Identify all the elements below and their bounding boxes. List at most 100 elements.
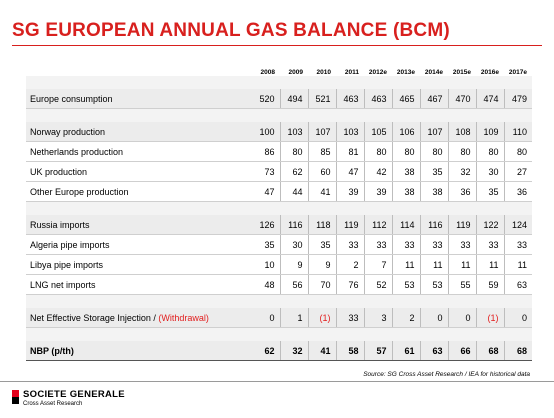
cell-value: 27 — [503, 161, 532, 182]
table-row: Net Effective Storage Injection / (Withd… — [26, 308, 532, 328]
cell-value: 33 — [447, 234, 476, 255]
spacer-row — [26, 108, 532, 122]
table-row: Russia imports 126 116 118 119 112 114 116 119 12… — [26, 215, 532, 235]
cell-value: 107 — [419, 122, 448, 142]
row-label-text: Netherlands production — [30, 146, 124, 157]
cell-value: 55 — [447, 274, 476, 295]
cell-value: 7 — [363, 254, 392, 275]
cell-value: 80 — [475, 141, 504, 162]
cell-value: 112 — [363, 215, 392, 235]
table-row: NBP (p/th) 62 32 41 58 57 61 63 66 68 68 — [26, 341, 532, 361]
cell-value: 35 — [252, 234, 280, 255]
cell-value: 80 — [391, 141, 420, 162]
cell-value: 105 — [363, 122, 392, 142]
cell-value: 58 — [335, 341, 364, 361]
cell-value: 61 — [391, 341, 420, 361]
cell-value: 33 — [363, 234, 392, 255]
cell-value: 80 — [419, 141, 448, 162]
table-body: Europe consumption 520 494 521 463 463 465 467 4… — [26, 76, 532, 361]
cell-value: 2 — [391, 308, 420, 328]
year-header: 2010 — [316, 69, 331, 76]
cell-value: 463 — [363, 89, 392, 109]
year-header: 2017e — [508, 69, 527, 76]
cell-value: 36 — [447, 181, 476, 202]
cell-value: (1) — [475, 308, 504, 328]
row-label-text: Libya pipe imports — [30, 259, 104, 270]
cell-value: 32 — [447, 161, 476, 182]
table-row: UK production 73 62 60 47 42 38 35 32 30 27 — [26, 161, 532, 182]
table-row: LNG net imports 48 56 70 76 52 53 53 55 59 63 — [26, 274, 532, 295]
cell-value: 30 — [475, 161, 504, 182]
cell-value: 41 — [307, 181, 336, 202]
cell-value: 116 — [419, 215, 448, 235]
societe-generale-logo: SOCIETE GENERALE Cross Asset Research — [12, 389, 152, 414]
gas-balance-table: 2008 2009 2010 2011 2012e 2013e 2014e 2015e 2016… — [26, 63, 532, 361]
cell-value: 81 — [335, 141, 364, 162]
spacer-row — [26, 76, 532, 89]
cell-value: 35 — [307, 234, 336, 255]
cell-value: 126 — [252, 215, 280, 235]
cell-value: 63 — [419, 341, 448, 361]
cell-value: 39 — [363, 181, 392, 202]
cell-value: 44 — [279, 181, 308, 202]
cell-value: 11 — [419, 254, 448, 275]
row-label-text: NBP (p/th) — [30, 345, 74, 356]
cell-value: 86 — [252, 141, 280, 162]
year-header: 2008 — [260, 69, 275, 76]
cell-value: 80 — [363, 141, 392, 162]
cell-value: 11 — [503, 254, 532, 275]
cell-value: 10 — [252, 254, 280, 275]
header-label-cell — [26, 63, 252, 76]
cell-value: 106 — [391, 122, 420, 142]
row-label-text: LNG net imports — [30, 279, 96, 290]
table-row: Other Europe production 47 44 41 39 39 38 38 36 3… — [26, 181, 532, 202]
cell-value: 9 — [279, 254, 308, 275]
cell-value: 474 — [475, 89, 504, 109]
source-note: Source: SG Cross Asset Research / IEA fo… — [363, 371, 530, 378]
cell-value: 107 — [307, 122, 336, 142]
cell-value: 33 — [475, 234, 504, 255]
cell-value: 0 — [252, 308, 280, 328]
cell-value: 80 — [503, 141, 532, 162]
spacer-row — [26, 294, 532, 308]
year-header: 2013e — [396, 69, 415, 76]
cell-value: 70 — [307, 274, 336, 295]
cell-value: 35 — [419, 161, 448, 182]
row-label-text: Europe consumption — [30, 93, 113, 104]
table-row: Netherlands production 86 80 85 81 80 80 80 80 80… — [26, 141, 532, 162]
cell-value: 1 — [279, 308, 308, 328]
cell-value: 116 — [279, 215, 308, 235]
cell-value: 11 — [447, 254, 476, 275]
cell-value: 100 — [252, 122, 280, 142]
page-title: SG EUROPEAN ANNUAL GAS BALANCE (BCM) — [12, 20, 450, 41]
cell-value: 103 — [279, 122, 308, 142]
cell-value: 36 — [503, 181, 532, 202]
cell-value: 35 — [475, 181, 504, 202]
cell-value: 463 — [335, 89, 364, 109]
cell-value: 494 — [279, 89, 308, 109]
row-label: Russia imports — [26, 215, 252, 235]
cell-value: 53 — [391, 274, 420, 295]
cell-value: 0 — [419, 308, 448, 328]
cell-value: 122 — [475, 215, 504, 235]
cell-value: 76 — [335, 274, 364, 295]
cell-value: 53 — [419, 274, 448, 295]
cell-value: 38 — [419, 181, 448, 202]
cell-value: 110 — [503, 122, 532, 142]
cell-value: 48 — [252, 274, 280, 295]
row-label-text: Norway production — [30, 126, 106, 137]
cell-value: 108 — [447, 122, 476, 142]
cell-value: 57 — [363, 341, 392, 361]
cell-value: 124 — [503, 215, 532, 235]
cell-value: 47 — [335, 161, 364, 182]
cell-value: 119 — [447, 215, 476, 235]
cell-value: 30 — [279, 234, 308, 255]
row-label-text: UK production — [30, 166, 88, 177]
row-label: Algeria pipe imports — [26, 234, 252, 255]
cell-value: 119 — [335, 215, 364, 235]
cell-value: 2 — [335, 254, 364, 275]
cell-value: 38 — [391, 161, 420, 182]
table-row: Europe consumption 520 494 521 463 463 465 467 4… — [26, 89, 532, 109]
row-label: UK production — [26, 161, 252, 182]
cell-value: 60 — [307, 161, 336, 182]
